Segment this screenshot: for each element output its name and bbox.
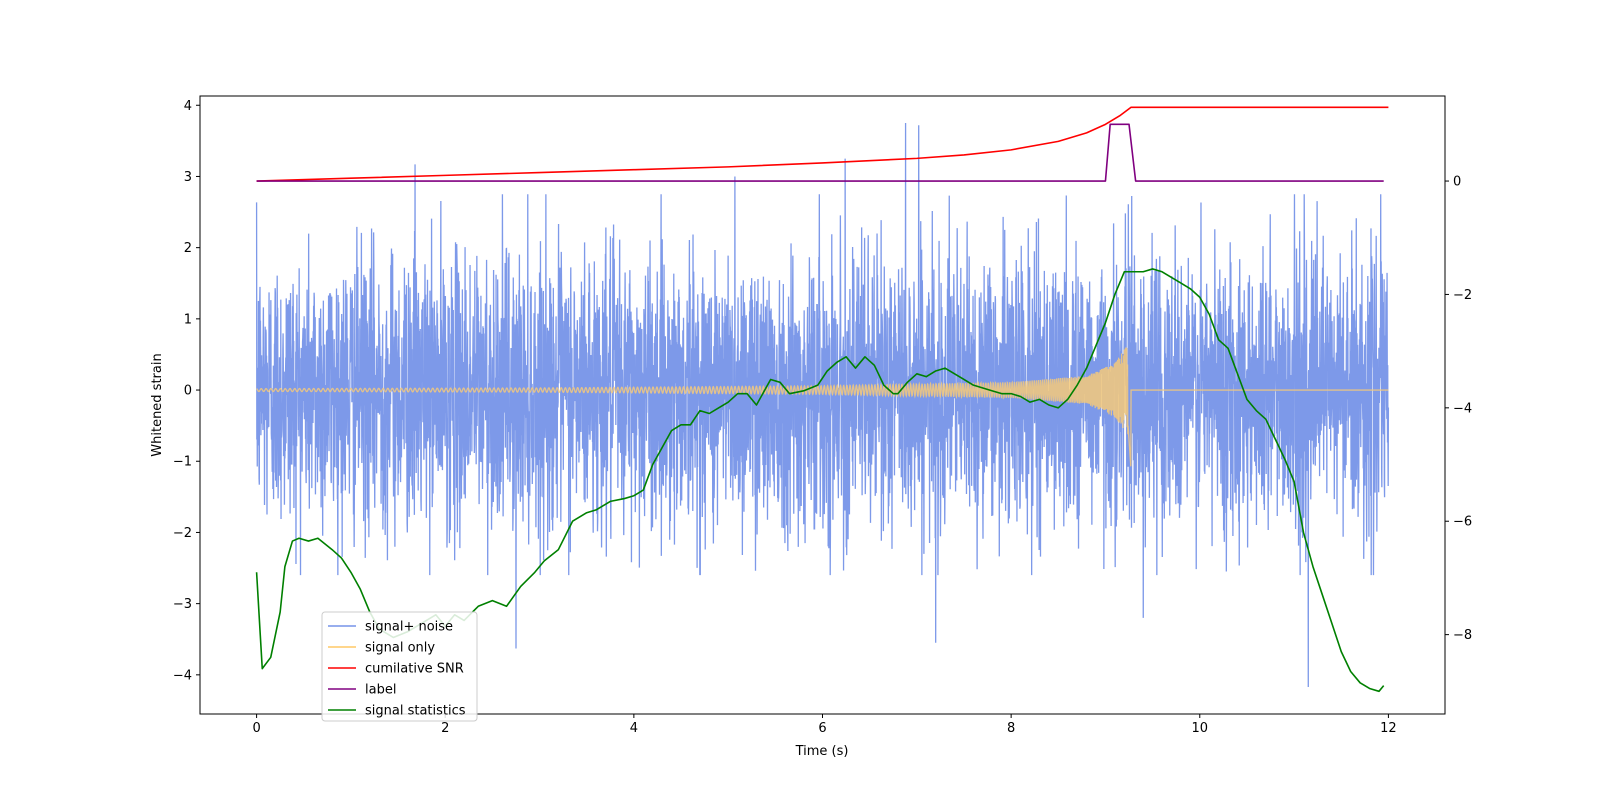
legend-signal-noise: signal+ noise xyxy=(328,620,453,635)
x-tick-label: 0 xyxy=(252,721,260,736)
y2-tick-label: −8 xyxy=(1453,628,1472,643)
plot-area xyxy=(255,106,1390,693)
legend-label: label xyxy=(328,683,396,698)
legend-label-text: signal statistics xyxy=(365,704,466,719)
y-tick-label: 3 xyxy=(184,170,192,185)
legend-signal-only: signal only xyxy=(328,641,435,656)
y-axis-label: Whitened strain xyxy=(150,353,165,456)
x-tick-label: 6 xyxy=(818,721,826,736)
series-cumulative-snr-line xyxy=(256,106,1389,182)
x-tick-label: 8 xyxy=(1007,721,1015,736)
y2-tick-label: −6 xyxy=(1453,515,1472,530)
y2-tick-label: −4 xyxy=(1453,401,1472,416)
x-tick-label: 4 xyxy=(630,721,638,736)
y-tick-label: −1 xyxy=(173,455,192,470)
x-axis-label: Time (s) xyxy=(795,744,849,759)
series-signal-noise-line xyxy=(255,123,1390,687)
legend-label-text: cumilative SNR xyxy=(365,662,464,677)
y2-tick-label: −2 xyxy=(1453,288,1472,303)
x-tick-label: 2 xyxy=(441,721,449,736)
legend-box xyxy=(321,611,478,722)
legend-signal-statistics: signal statistics xyxy=(328,704,466,719)
y-axis-right: −8 −6 −4 −2 0 xyxy=(1445,175,1472,643)
legend-cumulative-snr: cumilative SNR xyxy=(328,662,464,677)
y-tick-label: −4 xyxy=(173,668,192,683)
y-tick-label: −3 xyxy=(173,597,192,612)
y-tick-label: 4 xyxy=(184,99,192,114)
y-tick-label: −2 xyxy=(173,526,192,541)
y2-tick-label: 0 xyxy=(1453,175,1461,190)
legend-label-text: label xyxy=(365,683,396,698)
x-tick-label: 10 xyxy=(1191,721,1208,736)
y-tick-label: 1 xyxy=(184,312,192,327)
y-tick-label: 0 xyxy=(184,384,192,399)
legend: signal+ noise signal only cumilative SNR la… xyxy=(321,611,478,722)
series-label-line xyxy=(256,123,1384,182)
legend-label-text: signal only xyxy=(365,641,435,656)
series-signal-only-line xyxy=(256,347,1389,467)
legend-label-text: signal+ noise xyxy=(365,620,453,635)
x-tick-label: 12 xyxy=(1380,721,1397,736)
y-tick-label: 2 xyxy=(184,241,192,256)
y-axis-left: −4 −3 −2 −1 0 1 2 3 4 xyxy=(173,99,200,683)
